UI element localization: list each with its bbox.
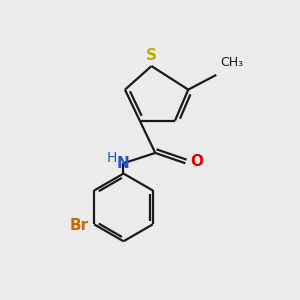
Text: S: S bbox=[146, 47, 157, 62]
Text: Br: Br bbox=[70, 218, 89, 233]
Text: N: N bbox=[117, 156, 130, 171]
Text: H: H bbox=[106, 151, 117, 165]
Text: CH₃: CH₃ bbox=[221, 56, 244, 69]
Text: O: O bbox=[190, 154, 204, 169]
